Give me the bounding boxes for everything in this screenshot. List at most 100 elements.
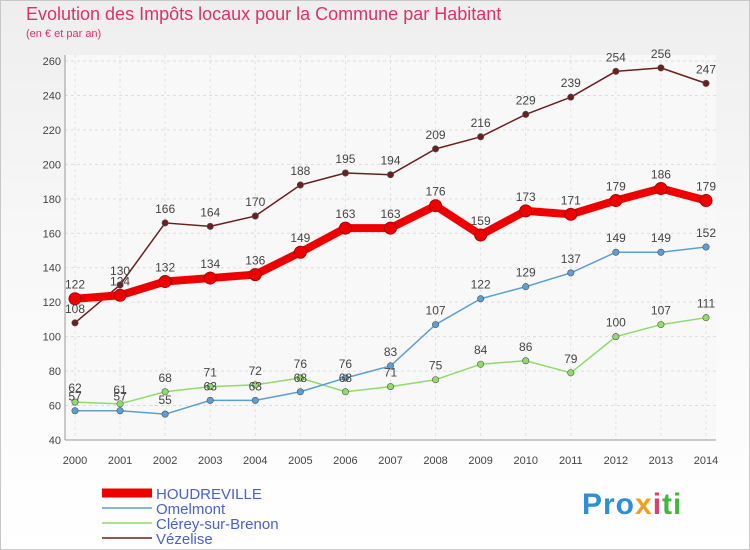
data-point <box>113 288 127 302</box>
x-tick-label: 2002 <box>153 455 177 467</box>
chart-subtitle: (en € et par an) <box>26 28 102 40</box>
data-label: 247 <box>696 62 716 76</box>
data-label: 72 <box>249 364 263 378</box>
data-label: 195 <box>335 152 355 166</box>
data-label: 61 <box>113 383 127 397</box>
data-label: 173 <box>516 190 536 204</box>
y-tick-label: 80 <box>49 366 61 378</box>
y-tick-label: 200 <box>43 159 61 171</box>
x-tick-label: 2000 <box>63 455 87 467</box>
data-point <box>432 145 440 153</box>
data-label: 108 <box>65 302 85 316</box>
data-label: 76 <box>294 357 308 371</box>
data-label: 188 <box>290 164 310 178</box>
data-label: 130 <box>110 264 130 278</box>
data-label: 159 <box>471 214 491 228</box>
data-label: 209 <box>426 128 446 142</box>
data-point <box>68 292 82 306</box>
data-point <box>386 383 394 391</box>
data-point <box>429 199 443 213</box>
data-point <box>522 110 530 118</box>
x-tick-label: 2001 <box>108 455 132 467</box>
data-point <box>296 181 304 189</box>
data-label: 256 <box>651 47 671 61</box>
data-label: 137 <box>561 252 581 266</box>
data-point <box>338 221 352 235</box>
x-tick-label: 2004 <box>243 455 267 467</box>
data-point <box>251 381 259 389</box>
data-label: 239 <box>561 76 581 90</box>
y-tick-label: 60 <box>49 401 61 413</box>
data-label: 57 <box>68 390 82 404</box>
x-tick-label: 2005 <box>288 455 312 467</box>
data-point <box>612 248 620 256</box>
data-point <box>341 374 349 382</box>
x-tick-label: 2010 <box>513 455 537 467</box>
y-tick-label: 100 <box>43 332 61 344</box>
data-point <box>477 133 485 141</box>
data-label: 229 <box>516 93 536 107</box>
data-point <box>522 357 530 365</box>
axes-layer: 40 60 80 100 120 140 160 180 200 220 240 260 2000 200… <box>43 55 718 467</box>
data-point <box>161 388 169 396</box>
data-point <box>522 283 530 291</box>
data-label: 163 <box>335 207 355 221</box>
grid-layer <box>65 55 716 441</box>
data-point <box>251 396 259 404</box>
data-label: 76 <box>339 357 353 371</box>
data-label: 149 <box>290 231 310 245</box>
data-point <box>116 407 124 415</box>
data-label: 149 <box>606 231 626 245</box>
data-point <box>161 219 169 227</box>
data-label: 124 <box>110 274 130 288</box>
y-tick-label: 120 <box>43 297 61 309</box>
legend: HOUDREVILLEOmelmontClérey-sur-BrenonVéze… <box>102 486 279 548</box>
data-label: 63 <box>249 379 263 393</box>
x-tick-label: 2003 <box>198 455 222 467</box>
data-point <box>702 243 710 251</box>
data-point <box>206 222 214 230</box>
data-label: 163 <box>380 207 400 221</box>
x-tick-label: 2012 <box>604 455 628 467</box>
data-label: 179 <box>606 180 626 194</box>
data-label: 57 <box>113 390 127 404</box>
data-point <box>612 67 620 75</box>
data-point <box>567 93 575 101</box>
x-tick-label: 2006 <box>333 455 357 467</box>
y-tick-label: 180 <box>43 194 61 206</box>
series-layer <box>68 64 713 418</box>
x-tick-label: 2008 <box>423 455 447 467</box>
data-label: 134 <box>200 257 220 271</box>
data-point <box>702 79 710 87</box>
data-label: 136 <box>245 254 265 268</box>
data-label: 176 <box>426 185 446 199</box>
data-point <box>432 376 440 384</box>
data-label: 122 <box>65 278 85 292</box>
data-label: 75 <box>429 359 443 373</box>
logo-part: Pro <box>582 488 636 521</box>
x-tick-label: 2014 <box>694 455 718 467</box>
data-label: 68 <box>158 371 172 385</box>
data-label: 171 <box>561 193 581 207</box>
data-point <box>474 228 488 242</box>
data-point <box>206 383 214 391</box>
data-point <box>432 321 440 329</box>
data-point <box>161 410 169 418</box>
data-point <box>248 268 262 282</box>
data-point <box>71 319 79 327</box>
data-label: 107 <box>651 304 671 318</box>
logo-part: ti <box>662 488 683 521</box>
data-label: 68 <box>294 371 308 385</box>
proxiti-logo: Proxiti <box>582 488 682 522</box>
data-label: 152 <box>696 226 716 240</box>
x-tick-label: 2011 <box>559 455 583 467</box>
data-label: 216 <box>471 116 491 130</box>
data-label: 179 <box>696 180 716 194</box>
data-label: 100 <box>606 316 626 330</box>
data-label: 164 <box>200 205 220 219</box>
legend-label: Vézelise <box>156 531 213 548</box>
data-point <box>203 271 217 285</box>
data-point <box>564 207 578 221</box>
y-tick-label: 260 <box>43 56 61 68</box>
data-label: 166 <box>155 202 175 216</box>
